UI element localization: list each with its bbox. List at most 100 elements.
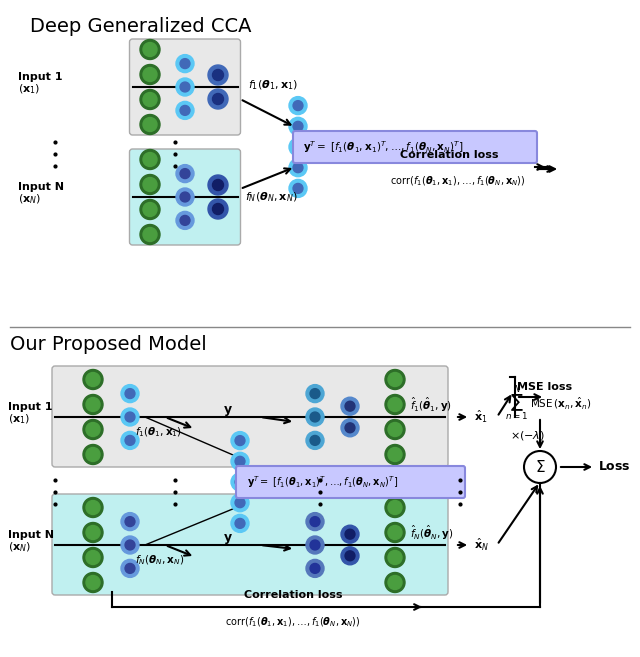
Text: $\mathbf{y}$: $\mathbf{y}$ — [223, 532, 233, 546]
Circle shape — [212, 70, 223, 81]
Circle shape — [140, 200, 160, 219]
Circle shape — [143, 43, 157, 57]
Text: $\mathbf{y}^T = \; [f_1(\boldsymbol{\theta}_1, \mathbf{x}_1)^T, \ldots, f_1(\bol: $\mathbf{y}^T = \; [f_1(\boldsymbol{\the… — [247, 474, 398, 490]
Circle shape — [388, 576, 402, 589]
Circle shape — [293, 122, 303, 131]
Circle shape — [176, 78, 194, 96]
Circle shape — [212, 179, 223, 191]
Text: $f_1(\boldsymbol{\theta}_1, \mathbf{x}_1)$: $f_1(\boldsymbol{\theta}_1, \mathbf{x}_1… — [135, 425, 182, 439]
Circle shape — [289, 159, 307, 177]
Circle shape — [345, 423, 355, 433]
Circle shape — [176, 101, 194, 120]
Circle shape — [235, 436, 245, 445]
Text: $(\mathbf{x}_1)$: $(\mathbf{x}_1)$ — [8, 412, 30, 426]
Circle shape — [143, 118, 157, 131]
Circle shape — [143, 68, 157, 81]
Text: Correlation loss: Correlation loss — [400, 150, 499, 160]
Circle shape — [212, 204, 223, 214]
Circle shape — [180, 192, 190, 202]
Circle shape — [125, 516, 135, 526]
Text: MSE loss: MSE loss — [517, 382, 572, 392]
Circle shape — [180, 82, 190, 92]
Text: $\mathbf{y}$: $\mathbf{y}$ — [223, 404, 233, 418]
Circle shape — [231, 452, 249, 470]
FancyBboxPatch shape — [52, 366, 448, 467]
Circle shape — [83, 394, 103, 415]
Circle shape — [306, 512, 324, 531]
Circle shape — [235, 477, 245, 487]
Circle shape — [86, 551, 100, 564]
Circle shape — [212, 93, 223, 104]
Circle shape — [310, 540, 320, 550]
Text: $\mathbf{y}^T = \; [f_1(\boldsymbol{\theta}_1, \mathbf{x}_1)^T, \ldots, f_1(\bol: $\mathbf{y}^T = \; [f_1(\boldsymbol{\the… — [303, 139, 463, 155]
Circle shape — [208, 199, 228, 219]
Circle shape — [388, 551, 402, 564]
Circle shape — [121, 432, 139, 449]
Circle shape — [140, 114, 160, 135]
Circle shape — [345, 530, 355, 539]
Circle shape — [293, 142, 303, 152]
Circle shape — [180, 58, 190, 68]
Circle shape — [143, 177, 157, 191]
Circle shape — [140, 175, 160, 194]
Circle shape — [140, 150, 160, 170]
Circle shape — [385, 547, 405, 568]
Text: $(\mathbf{x}_N)$: $(\mathbf{x}_N)$ — [8, 540, 31, 554]
Text: $\mathrm{MSE}\,(\mathbf{x}_n, \hat{\mathbf{x}}_n)$: $\mathrm{MSE}\,(\mathbf{x}_n, \hat{\math… — [530, 395, 591, 411]
Circle shape — [231, 473, 249, 491]
Text: $\hat{\mathbf{x}}_1$: $\hat{\mathbf{x}}_1$ — [474, 409, 488, 425]
Circle shape — [143, 227, 157, 242]
Circle shape — [83, 420, 103, 440]
Circle shape — [125, 412, 135, 422]
Circle shape — [385, 522, 405, 543]
Circle shape — [176, 188, 194, 206]
Circle shape — [345, 401, 355, 411]
Circle shape — [83, 547, 103, 568]
Circle shape — [306, 536, 324, 554]
Text: $\mathrm{corr}(f_1(\boldsymbol{\theta}_1, \mathbf{x}_1), \ldots, f_1(\boldsymbol: $\mathrm{corr}(f_1(\boldsymbol{\theta}_1… — [390, 174, 525, 188]
Circle shape — [143, 202, 157, 217]
Circle shape — [231, 514, 249, 532]
Circle shape — [306, 559, 324, 578]
Circle shape — [86, 397, 100, 411]
Circle shape — [293, 101, 303, 110]
Text: $f_1(\boldsymbol{\theta}_1, \mathbf{x}_1)$: $f_1(\boldsymbol{\theta}_1, \mathbf{x}_1… — [248, 78, 298, 92]
Circle shape — [121, 512, 139, 531]
Circle shape — [86, 373, 100, 386]
Circle shape — [310, 412, 320, 422]
Circle shape — [235, 457, 245, 466]
Circle shape — [86, 576, 100, 589]
Circle shape — [388, 373, 402, 386]
Circle shape — [125, 389, 135, 399]
Circle shape — [385, 572, 405, 593]
Circle shape — [306, 432, 324, 449]
Circle shape — [83, 522, 103, 543]
Circle shape — [289, 118, 307, 135]
Circle shape — [86, 447, 100, 461]
Text: Input N: Input N — [18, 182, 64, 192]
Text: $f_N(\boldsymbol{\theta}_N, \mathbf{x}_N)$: $f_N(\boldsymbol{\theta}_N, \mathbf{x}_N… — [135, 553, 184, 567]
Circle shape — [310, 389, 320, 399]
Text: Input 1: Input 1 — [8, 402, 52, 412]
Circle shape — [208, 175, 228, 195]
Circle shape — [121, 536, 139, 554]
Circle shape — [385, 445, 405, 464]
Circle shape — [385, 497, 405, 518]
Circle shape — [388, 501, 402, 514]
Circle shape — [385, 420, 405, 440]
Circle shape — [306, 408, 324, 426]
Text: $(\mathbf{x}_N)$: $(\mathbf{x}_N)$ — [18, 193, 41, 206]
Text: $\mathrm{corr}(f_1(\boldsymbol{\theta}_1, \mathbf{x}_1), \ldots, f_1(\boldsymbol: $\mathrm{corr}(f_1(\boldsymbol{\theta}_1… — [225, 615, 361, 629]
Circle shape — [143, 93, 157, 106]
Circle shape — [83, 445, 103, 464]
Circle shape — [140, 225, 160, 244]
Circle shape — [86, 422, 100, 436]
Text: $\Sigma$: $\Sigma$ — [534, 459, 545, 475]
Circle shape — [289, 97, 307, 114]
Circle shape — [83, 369, 103, 390]
Circle shape — [385, 394, 405, 415]
Circle shape — [293, 183, 303, 193]
Circle shape — [231, 493, 249, 512]
Circle shape — [341, 547, 359, 565]
Circle shape — [180, 215, 190, 225]
